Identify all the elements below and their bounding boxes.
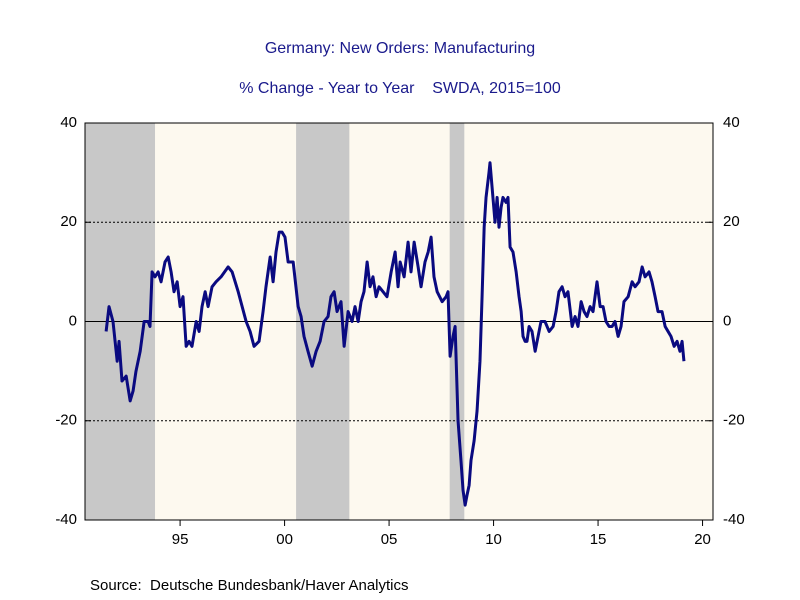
x-tick-label: 20 — [694, 531, 711, 548]
y-tick-label: 20 — [60, 213, 77, 230]
y2-tick-label: 40 — [723, 114, 740, 131]
chart-title: Germany: New Orders: Manufacturing — [265, 40, 535, 57]
data-line — [104, 161, 686, 507]
y2-tick-label: 0 — [723, 312, 731, 329]
source-note: Source: Deutsche Bundesbank/Haver Analyt… — [90, 577, 409, 594]
x-tick-label: 10 — [485, 531, 502, 548]
y-tick-label: -20 — [55, 412, 77, 429]
chart-subtitle: % Change - Year to Year SWDA, 2015=100 — [239, 80, 561, 97]
y2-tick-label: 20 — [723, 213, 740, 230]
plot-frame — [84, 122, 714, 521]
y2-tick-label: -40 — [723, 511, 745, 528]
x-tick-label: 00 — [276, 531, 293, 548]
x-tick-label: 95 — [172, 531, 189, 548]
y2-tick-label: -20 — [723, 412, 745, 429]
y-tick-label: -40 — [55, 511, 77, 528]
y-tick-label: 0 — [69, 312, 77, 329]
y-tick-label: 40 — [60, 114, 77, 131]
x-tick-label: 05 — [381, 531, 398, 548]
x-tick-label: 15 — [590, 531, 607, 548]
